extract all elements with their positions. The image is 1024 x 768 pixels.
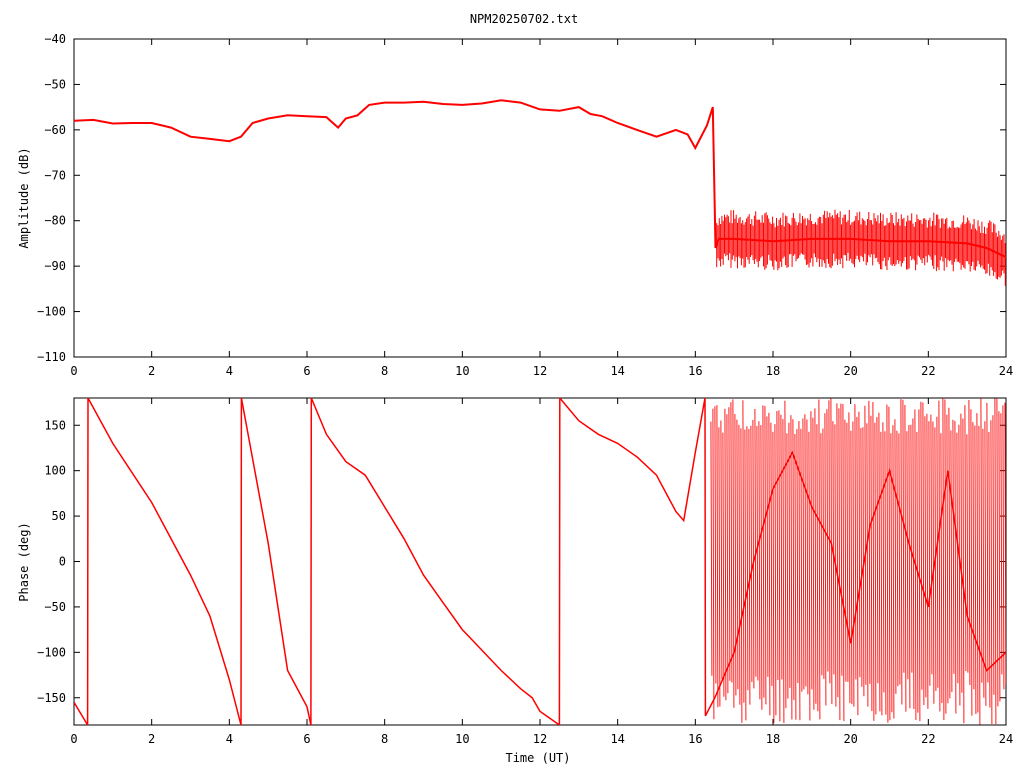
phase-x-tick-label: 4 [226, 732, 233, 746]
amplitude-series-line [74, 99, 1006, 259]
phase-x-tick-label: 12 [533, 732, 547, 746]
amplitude-y-tick-label: −40 [44, 32, 66, 46]
phase-x-tick-label: 20 [843, 732, 857, 746]
phase-x-tick-label: 22 [921, 732, 935, 746]
phase-x-tick-label: 6 [303, 732, 310, 746]
phase-y-tick-label: −100 [37, 645, 66, 659]
amplitude-x-tick-label: 6 [303, 364, 310, 378]
amplitude-x-tick-label: 18 [766, 364, 780, 378]
time-x-axis-label: Time (UT) [505, 751, 570, 765]
phase-x-tick-label: 2 [148, 732, 155, 746]
amplitude-y-tick-label: −100 [37, 305, 66, 319]
amplitude-y-tick-label: −110 [37, 350, 66, 364]
chart-title: NPM20250702.txt [470, 12, 578, 26]
phase-y-tick-label: −50 [44, 600, 66, 614]
phase-y-axis-label: Phase (deg) [17, 522, 31, 601]
amplitude-x-tick-label: 0 [70, 364, 77, 378]
phase-panel: Phase (deg) Time (UT) 0 2 4 6 8 10 12 14 16 18 20 2… [17, 397, 1013, 765]
amplitude-x-tick-label: 14 [610, 364, 624, 378]
phase-x-tick-label: 8 [381, 732, 388, 746]
amplitude-y-tick-label: −50 [44, 77, 66, 91]
amplitude-panel: Amplitude (dB) 0 2 4 6 8 10 12 14 16 18 20 22 24−110… [17, 32, 1013, 378]
amplitude-y-tick-label: −60 [44, 123, 66, 137]
amplitude-x-tick-label: 4 [226, 364, 233, 378]
amplitude-x-tick-label: 16 [688, 364, 702, 378]
amplitude-y-tick-label: −80 [44, 214, 66, 228]
phase-y-tick-label: 150 [44, 418, 66, 432]
phase-series-noise [710, 398, 1006, 725]
phase-y-tick-label: 0 [59, 555, 66, 569]
amplitude-y-tick-label: −90 [44, 259, 66, 273]
amplitude-x-tick-label: 20 [843, 364, 857, 378]
phase-x-tick-label: 10 [455, 732, 469, 746]
amplitude-series-noise [716, 209, 1006, 286]
amplitude-x-tick-label: 8 [381, 364, 388, 378]
phase-y-tick-label: −150 [37, 691, 66, 705]
amplitude-x-tick-label: 2 [148, 364, 155, 378]
phase-y-tick-label: 50 [52, 509, 66, 523]
phase-x-tick-label: 0 [70, 732, 77, 746]
amplitude-x-tick-label: 10 [455, 364, 469, 378]
phase-x-tick-label: 16 [688, 732, 702, 746]
amplitude-x-tick-label: 12 [533, 364, 547, 378]
phase-x-tick-label: 18 [766, 732, 780, 746]
phase-x-tick-label: 14 [610, 732, 624, 746]
phase-y-tick-label: 100 [44, 464, 66, 478]
phase-x-tick-label: 24 [999, 732, 1013, 746]
amplitude-x-tick-label: 24 [999, 364, 1013, 378]
amplitude-plot-frame [73, 38, 1007, 358]
amplitude-y-axis-label: Amplitude (dB) [17, 147, 31, 248]
amplitude-x-tick-label: 22 [921, 364, 935, 378]
amplitude-y-tick-label: −70 [44, 168, 66, 182]
